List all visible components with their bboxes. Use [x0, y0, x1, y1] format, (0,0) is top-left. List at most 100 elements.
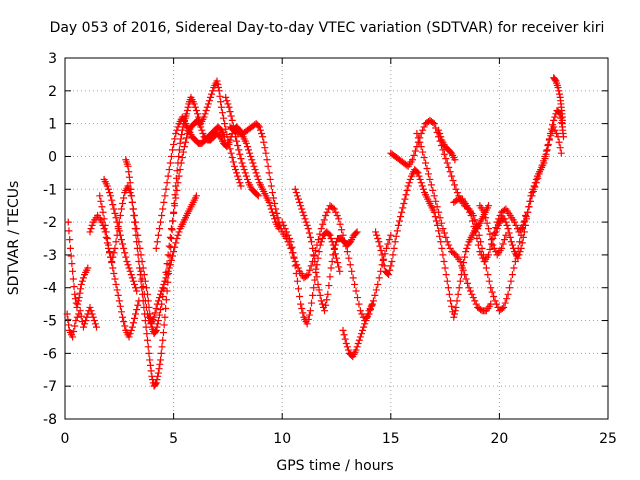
- data-point: [359, 326, 367, 334]
- data-point: [530, 182, 538, 190]
- data-point: [392, 232, 400, 240]
- data-point: [158, 287, 166, 295]
- data-point: [126, 330, 134, 338]
- data-point: [117, 236, 125, 244]
- data-point: [235, 146, 243, 154]
- data-point: [174, 159, 182, 167]
- data-point: [251, 166, 259, 174]
- data-point: [153, 323, 161, 331]
- data-point: [456, 257, 464, 265]
- data-point: [291, 185, 299, 193]
- data-point: [462, 275, 470, 283]
- data-point: [501, 299, 509, 307]
- data-point: [280, 221, 288, 229]
- data-point: [146, 356, 154, 364]
- data-point: [263, 156, 271, 164]
- data-point: [531, 179, 539, 187]
- data-point: [108, 196, 116, 204]
- data-point: [103, 235, 111, 242]
- data-point: [437, 219, 445, 227]
- data-point: [435, 126, 443, 134]
- data-point: [374, 235, 382, 242]
- data-point: [173, 186, 181, 194]
- data-point: [379, 256, 387, 264]
- data-point: [326, 273, 334, 281]
- data-point: [215, 87, 223, 95]
- data-point: [467, 212, 475, 220]
- data-point: [518, 239, 526, 247]
- data-point: [463, 202, 471, 210]
- data-point: [140, 290, 148, 298]
- data-point: [327, 264, 335, 272]
- data-point: [114, 222, 122, 230]
- data-point: [335, 263, 343, 271]
- data-point: [92, 323, 100, 331]
- data-point: [265, 169, 273, 177]
- x-axis-label: GPS time / hours: [276, 458, 393, 474]
- data-point: [380, 262, 388, 270]
- y-tick-label: -1: [43, 182, 57, 198]
- data-point: [465, 284, 473, 292]
- data-point: [265, 198, 273, 206]
- data-point: [387, 262, 395, 270]
- data-point: [174, 231, 182, 239]
- data-point: [401, 195, 409, 203]
- data-point: [462, 248, 470, 256]
- data-point: [101, 221, 109, 229]
- data-point: [164, 172, 172, 180]
- data-point: [302, 218, 310, 226]
- data-point: [357, 330, 365, 338]
- data-point: [451, 181, 459, 189]
- data-point: [175, 228, 183, 236]
- data-point: [354, 340, 362, 348]
- data-point: [128, 198, 136, 206]
- data-point: [555, 138, 563, 146]
- data-point: [314, 254, 322, 262]
- data-point: [464, 241, 472, 249]
- data-point: [169, 146, 177, 154]
- data-point: [353, 343, 361, 351]
- data-point: [309, 291, 317, 299]
- data-point: [473, 235, 481, 242]
- data-point: [166, 233, 174, 241]
- data-point: [249, 159, 257, 167]
- data-point: [237, 182, 245, 190]
- data-point: [306, 307, 314, 315]
- data-point: [493, 225, 501, 233]
- data-point: [453, 189, 461, 197]
- data-point: [557, 149, 565, 157]
- data-point: [87, 307, 95, 315]
- data-point: [554, 84, 562, 92]
- data-point: [261, 144, 269, 152]
- data-point: [162, 305, 170, 313]
- data-point: [154, 369, 162, 377]
- data-point: [76, 307, 84, 315]
- data-point: [127, 271, 135, 279]
- data-point: [391, 238, 399, 246]
- data-point: [500, 236, 508, 244]
- data-point: [389, 251, 397, 259]
- data-point: [329, 251, 337, 259]
- data-point: [293, 261, 301, 269]
- data-point: [193, 110, 201, 118]
- data-point: [427, 181, 435, 189]
- data-point: [432, 197, 440, 205]
- data-point: [67, 252, 75, 260]
- data-point: [488, 288, 496, 296]
- data-point: [192, 107, 200, 115]
- data-point: [293, 192, 301, 200]
- data-point: [203, 103, 211, 111]
- data-point: [503, 295, 511, 303]
- data-point: [435, 208, 443, 216]
- data-point: [429, 186, 437, 194]
- data-point: [135, 257, 143, 265]
- data-point: [154, 317, 162, 325]
- data-point: [342, 340, 350, 348]
- data-point: [452, 185, 460, 193]
- data-point: [166, 261, 174, 269]
- data-point: [373, 231, 381, 239]
- data-point: [397, 213, 405, 221]
- data-point: [120, 318, 128, 326]
- data-point: [153, 238, 161, 246]
- data-point: [452, 303, 460, 311]
